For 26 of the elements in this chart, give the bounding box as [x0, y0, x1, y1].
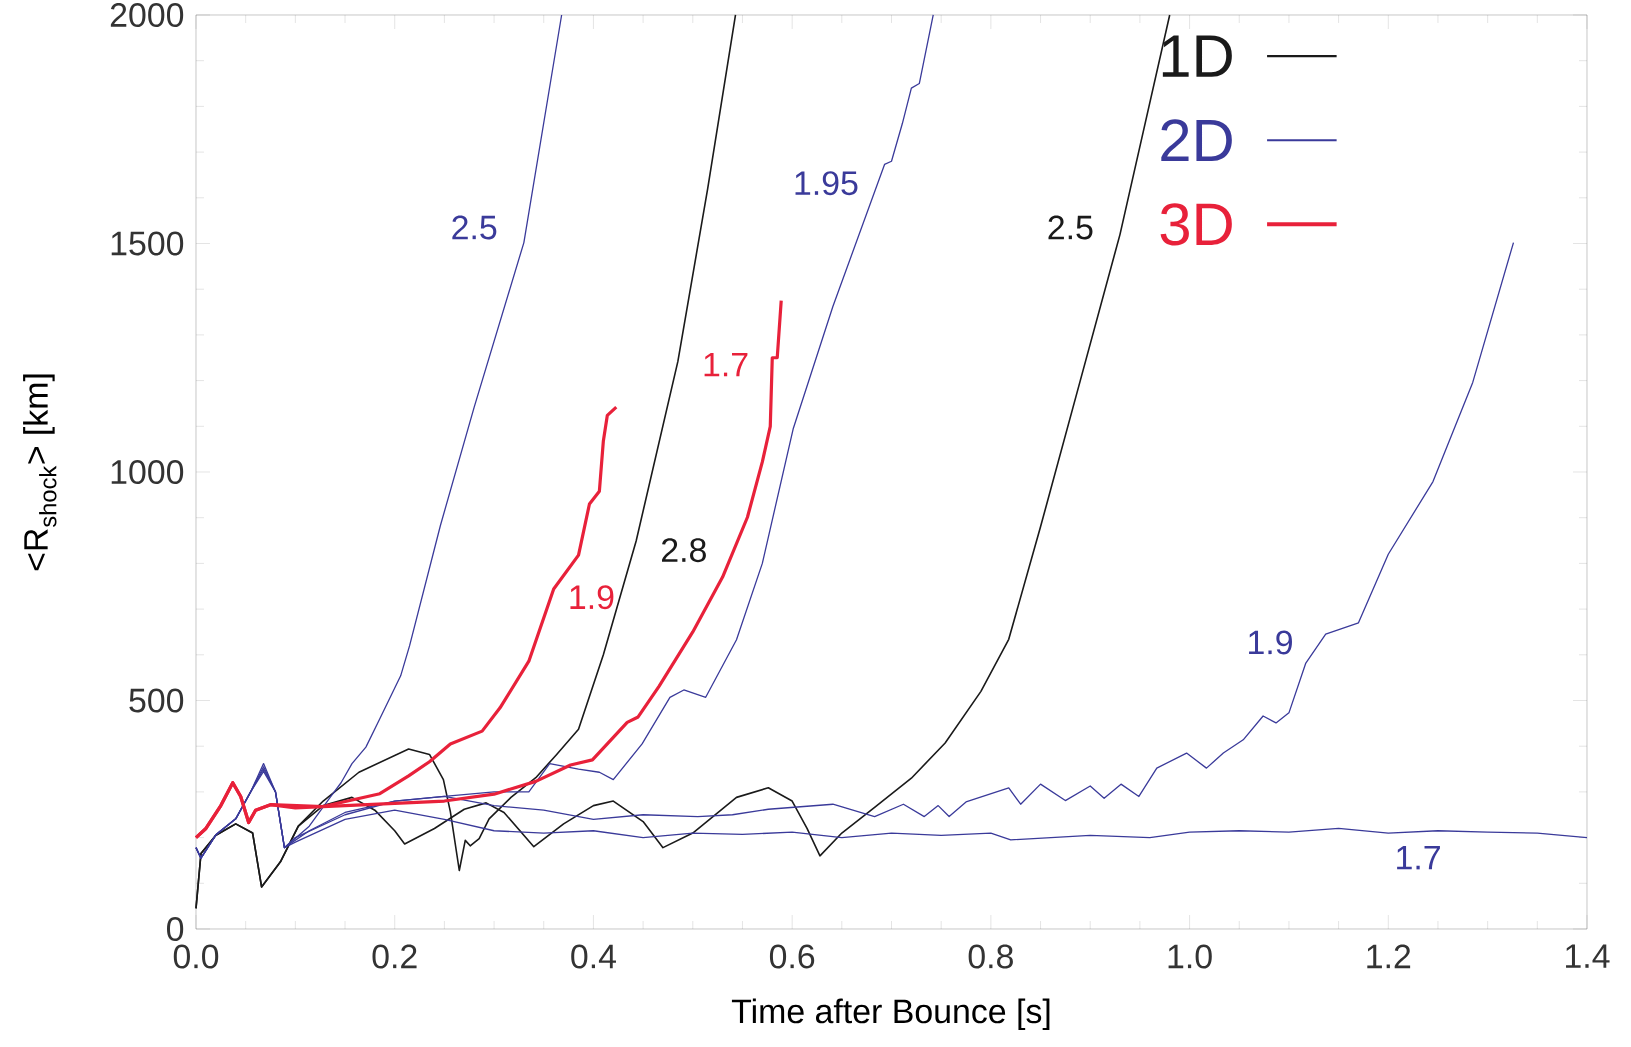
- series-label: 1.9: [1249, 630, 1292, 655]
- annotation: 1D: [1162, 35, 1232, 77]
- series-label: 2.5: [452, 215, 497, 240]
- x-tick-label: 0.6: [769, 944, 815, 969]
- x-tick-label: 1.2: [1367, 944, 1411, 969]
- x-tick-label: 0.4: [571, 944, 616, 969]
- y-tick-label: 1000: [111, 460, 184, 484]
- series-label: 2.5: [1048, 215, 1093, 240]
- y-tick-label: 1500: [111, 231, 184, 256]
- x-tick-label: 0.8: [968, 944, 1013, 969]
- x-tick-label: 0.2: [372, 944, 417, 969]
- x-tick-label: 0.0: [173, 944, 219, 969]
- x-axis-title: Time after Bounce [s]: [731, 998, 1050, 1031]
- x-tick-label: 1.0: [1168, 944, 1212, 969]
- y-tick-label: 0: [167, 917, 184, 941]
- y-axis-title: <R$_{shock}$> [km]: [23, 374, 57, 571]
- series-label: 1.7: [1397, 846, 1440, 870]
- series-label: 1.9: [570, 585, 614, 610]
- x-tick-label: 1.4: [1566, 944, 1610, 968]
- y-tick-label: 500: [129, 688, 184, 713]
- annotation: 3D: [1160, 203, 1232, 246]
- y-tick-label: 2000: [110, 3, 184, 27]
- annotation: 2D: [1161, 119, 1232, 162]
- series-label: 1.95: [795, 171, 858, 196]
- series-label: 2.8: [662, 538, 706, 563]
- series-label: 1.7: [704, 352, 748, 377]
